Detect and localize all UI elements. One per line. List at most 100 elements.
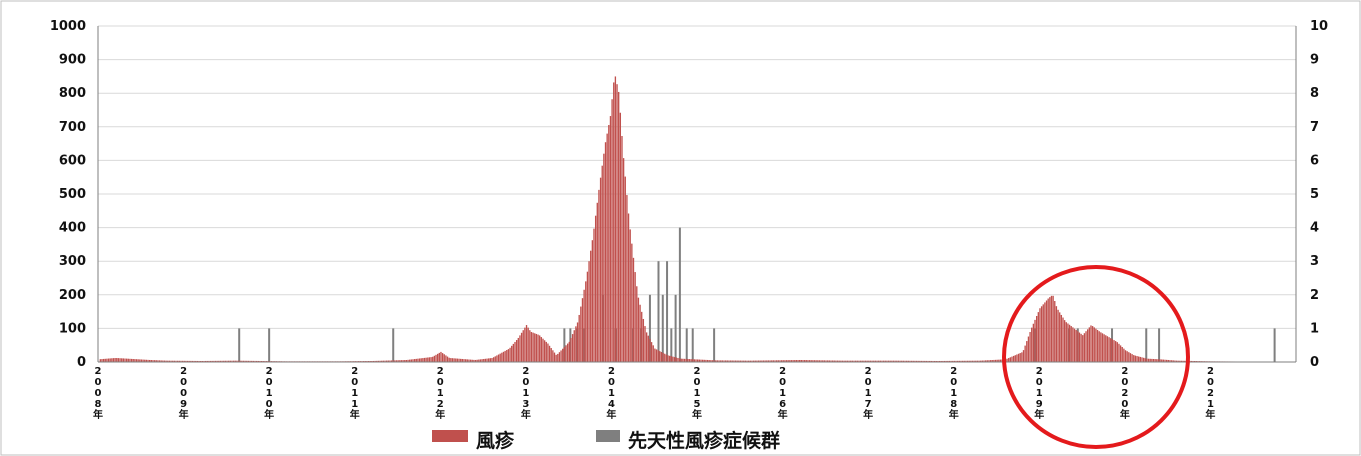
rubella-bar [1021,352,1023,362]
rubella-bar [1156,359,1158,362]
rubella-bar [1055,306,1058,362]
rubella-bar [548,345,551,362]
rubella-bar [1169,360,1171,362]
rubella-bar [672,356,674,362]
rubella-bar [1101,333,1104,362]
rubella-bar [1167,359,1169,362]
rubella-bar [787,360,789,362]
rubella-bar [736,360,738,362]
rubella-bar [124,358,126,362]
rubella-bar [451,358,454,362]
rubella-bar [953,360,956,362]
rubella-bar [593,228,595,362]
rubella-bar [724,360,727,362]
rubella-bar [720,360,722,362]
rubella-bar [708,360,710,362]
rubella-bar [463,359,465,362]
rubella-bar [752,360,755,362]
rubella-bar [144,359,146,362]
rubella-bar [1090,325,1092,362]
rubella-bar [914,360,916,362]
rubella-bar [961,360,964,362]
rubella-bar [751,360,753,362]
rubella-bar [601,165,603,362]
rubella-bar [157,360,159,362]
rubella-bar [943,360,946,362]
rubella-bar [901,360,903,362]
rubella-bar [698,359,700,362]
rubella-bar [405,359,408,362]
rubella-bar [976,360,979,362]
rubella-bar [376,360,378,362]
rubella-bar [1012,355,1015,362]
rubella-bar [1190,360,1193,362]
rubella-bar [443,354,445,362]
rubella-bar [460,358,462,362]
rubella-bar [1138,356,1140,362]
rubella-bar [232,360,235,362]
rubella-bar [580,306,582,362]
rubella-bar [613,82,615,362]
rubella-bar [998,359,1000,362]
rubella-bar [594,215,597,362]
rubella-bar [545,341,547,362]
rubella-bar [206,360,208,362]
rubella-bar [851,360,854,362]
rubella-bar [994,359,997,362]
rubella-bar [718,360,720,362]
crs-bar [691,328,694,362]
rubella-bar [201,360,204,362]
rubella-bar [812,360,814,362]
rubella-bar [557,353,559,362]
crs-bar [268,328,271,362]
rubella-bar [501,352,503,362]
rubella-bar [529,330,531,362]
rubella-bar [634,272,636,362]
rubella-bar [504,350,506,362]
rubella-bar [850,360,852,362]
rubella-bar [107,358,110,362]
rubella-bar [1057,309,1059,362]
rubella-bar [670,356,673,362]
rubella-bar [512,343,515,362]
rubella-bar [231,360,233,362]
crs-bar [1273,328,1276,362]
rubella-bar [193,360,195,362]
rubella-bar [214,360,217,362]
rubella-bar [917,360,919,362]
rubella-bar [511,345,513,362]
rubella-bar [543,340,546,362]
rubella-bar [1044,302,1046,362]
rubella-bar [234,360,236,362]
rubella-bar [669,355,671,362]
rubella-bar [591,240,594,362]
rubella-bar [568,341,570,362]
rubella-bar [542,338,544,362]
rubella-bar [372,360,375,362]
rubella-bar [999,359,1002,362]
rubella-bar [777,360,779,362]
rubella-bar [827,360,829,362]
rubella-bar [919,360,921,362]
rubella-bar [871,360,873,362]
rubella-bar [377,360,380,362]
rubella-bar [759,360,761,362]
y-tick-right: 6 [1310,153,1319,168]
rubella-bar [1065,322,1067,362]
rubella-bar [425,357,427,362]
rubella-bar [749,360,752,362]
rubella-bar [685,358,687,362]
rubella-bar [260,360,263,362]
rubella-bar [947,360,949,362]
rubella-bar [652,345,654,362]
rubella-bar [150,360,153,362]
rubella-bar [1180,360,1183,362]
rubella-bar [168,360,171,362]
rubella-bar [700,359,702,362]
rubella-bar [599,177,602,362]
rubella-bar [509,347,511,362]
rubella-bar [244,360,246,362]
rubella-bar [706,359,709,362]
rubella-bar [935,360,937,362]
rubella-bar [254,360,256,362]
